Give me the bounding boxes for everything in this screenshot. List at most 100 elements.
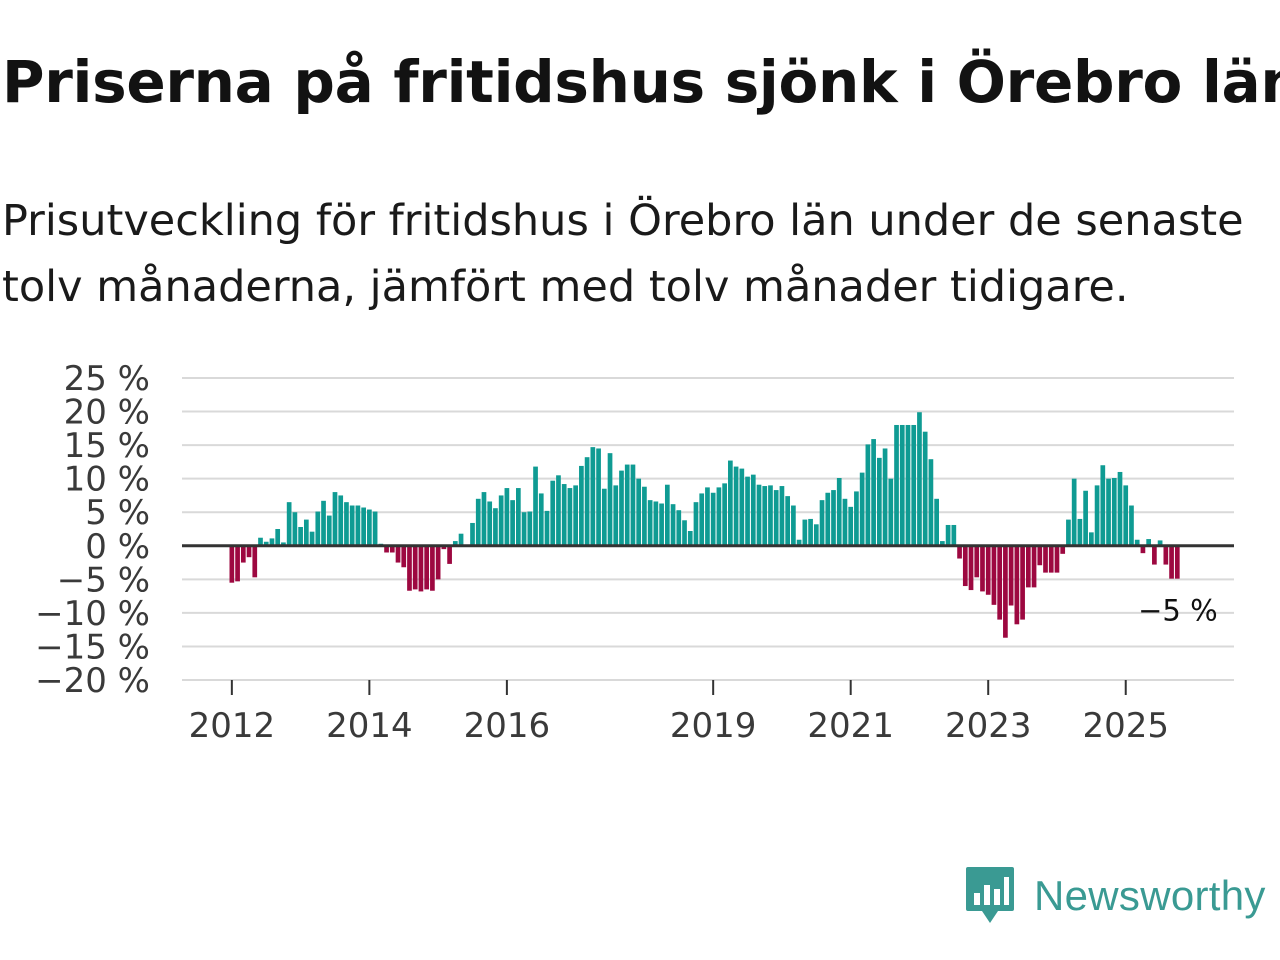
bar [252, 545, 258, 578]
bar [407, 545, 412, 591]
bar [361, 507, 366, 546]
bar [642, 486, 647, 546]
bar [773, 490, 779, 546]
bar [246, 545, 252, 558]
bar [756, 484, 762, 546]
bar [940, 541, 945, 546]
bar [401, 545, 407, 568]
bar [905, 424, 911, 546]
bar [722, 483, 727, 546]
bar [1066, 519, 1071, 546]
bar [991, 545, 997, 605]
bar [1020, 545, 1025, 620]
bar-chart: 25 %20 %15 %10 %5 %0 %−5 %−10 %−15 %−20 … [35, 359, 1234, 746]
bar [229, 545, 235, 583]
bar [544, 510, 550, 546]
bar [676, 510, 682, 546]
bar [430, 545, 435, 591]
bar [1094, 485, 1100, 546]
bar [493, 508, 498, 546]
bar [962, 545, 968, 587]
bar [1134, 539, 1140, 546]
bar [607, 453, 613, 546]
bar [739, 468, 745, 546]
bar [785, 496, 791, 546]
bar [796, 539, 802, 546]
bar [395, 545, 401, 563]
bar [263, 541, 269, 546]
bar [281, 542, 286, 546]
bar [424, 545, 430, 590]
bar [556, 475, 561, 546]
bar [630, 464, 636, 546]
bar [269, 538, 275, 546]
bar [716, 487, 722, 546]
bar [1163, 545, 1169, 565]
bar [980, 545, 985, 592]
bar [1025, 545, 1031, 588]
bar [579, 465, 584, 546]
bar [309, 531, 315, 546]
bar [1123, 485, 1129, 546]
bar [745, 476, 750, 546]
bar [768, 485, 773, 546]
bar [1174, 545, 1180, 579]
y-tick-label: 10 % [64, 460, 150, 500]
bar [286, 502, 292, 546]
bar [985, 545, 991, 595]
bar [590, 447, 596, 546]
bar [859, 472, 865, 546]
bar [458, 533, 464, 546]
bar [951, 524, 957, 546]
bar [367, 509, 372, 546]
x-axis: 2012 2014 2016 2019 2021 2023 2025 [189, 680, 1169, 746]
bar [481, 492, 487, 546]
bar [315, 511, 321, 546]
bar [733, 466, 739, 546]
bar [917, 412, 922, 546]
bar [521, 512, 527, 546]
bar [974, 545, 980, 578]
bar [1100, 465, 1106, 546]
y-tick-label: 20 % [64, 393, 150, 433]
bar [825, 492, 831, 546]
bar [922, 431, 928, 546]
bar [1106, 478, 1111, 546]
bar [527, 511, 533, 546]
bar [1157, 540, 1163, 546]
y-tick-label: −5 % [57, 560, 150, 600]
bar [619, 470, 624, 546]
bar [1031, 545, 1037, 588]
bar [945, 524, 951, 546]
bar [791, 505, 796, 546]
bar [298, 526, 303, 546]
bar [487, 501, 493, 546]
x-tick-label: 2014 [326, 706, 413, 746]
bar [1140, 545, 1146, 554]
bar [997, 545, 1003, 620]
bar [372, 511, 378, 546]
bar [899, 424, 905, 546]
bar [332, 492, 338, 546]
bar [326, 515, 332, 546]
bar [882, 448, 888, 546]
x-tick-label: 2025 [1082, 706, 1169, 746]
bar [321, 500, 326, 546]
bar [871, 439, 876, 546]
bar [1037, 545, 1043, 566]
bar [258, 537, 263, 546]
y-tick-label: 0 % [85, 527, 150, 567]
bar [894, 424, 899, 546]
y-axis-labels: 25 %20 %15 %10 %5 %0 %−5 %−10 %−15 %−20 … [35, 359, 150, 701]
bar [447, 545, 452, 564]
bar [653, 501, 659, 546]
bar [275, 529, 281, 546]
bar [412, 545, 418, 590]
bar [670, 504, 676, 546]
bar [705, 487, 710, 546]
x-tick-label: 2021 [807, 706, 894, 746]
bar [928, 459, 934, 546]
bar [1146, 539, 1151, 546]
bar [750, 474, 756, 546]
bar [808, 518, 813, 546]
